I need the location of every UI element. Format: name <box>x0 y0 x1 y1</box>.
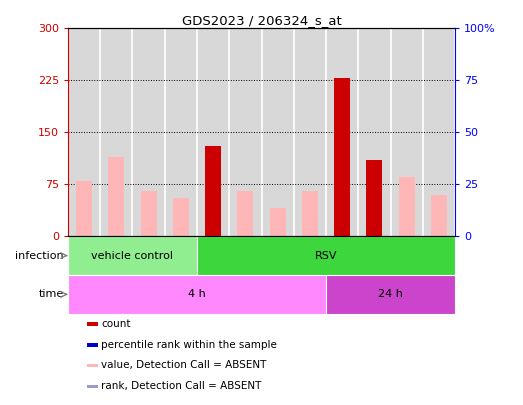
Text: value, Detection Call = ABSENT: value, Detection Call = ABSENT <box>101 360 267 370</box>
Bar <box>87 385 98 388</box>
Text: 4 h: 4 h <box>188 289 206 299</box>
Title: GDS2023 / 206324_s_at: GDS2023 / 206324_s_at <box>181 14 342 27</box>
Text: vehicle control: vehicle control <box>92 251 174 260</box>
Bar <box>399 177 415 236</box>
Bar <box>366 160 382 236</box>
Bar <box>326 275 455 314</box>
Text: time: time <box>39 289 64 299</box>
Bar <box>68 275 326 314</box>
Bar <box>108 156 124 236</box>
Bar <box>76 181 92 236</box>
Text: 24 h: 24 h <box>378 289 403 299</box>
Text: infection: infection <box>16 251 64 260</box>
Text: count: count <box>101 319 131 329</box>
Bar <box>87 364 98 367</box>
Bar <box>68 236 197 275</box>
Bar <box>431 195 447 236</box>
Text: percentile rank within the sample: percentile rank within the sample <box>101 339 277 350</box>
Bar <box>197 236 455 275</box>
Bar <box>141 191 157 236</box>
Bar <box>334 78 350 236</box>
Bar <box>87 343 98 347</box>
Bar <box>173 198 189 236</box>
Bar <box>237 191 254 236</box>
Bar <box>269 209 286 236</box>
Text: RSV: RSV <box>315 251 337 260</box>
Bar <box>87 322 98 326</box>
Bar <box>302 191 318 236</box>
Bar <box>205 146 221 236</box>
Text: rank, Detection Call = ABSENT: rank, Detection Call = ABSENT <box>101 381 262 391</box>
